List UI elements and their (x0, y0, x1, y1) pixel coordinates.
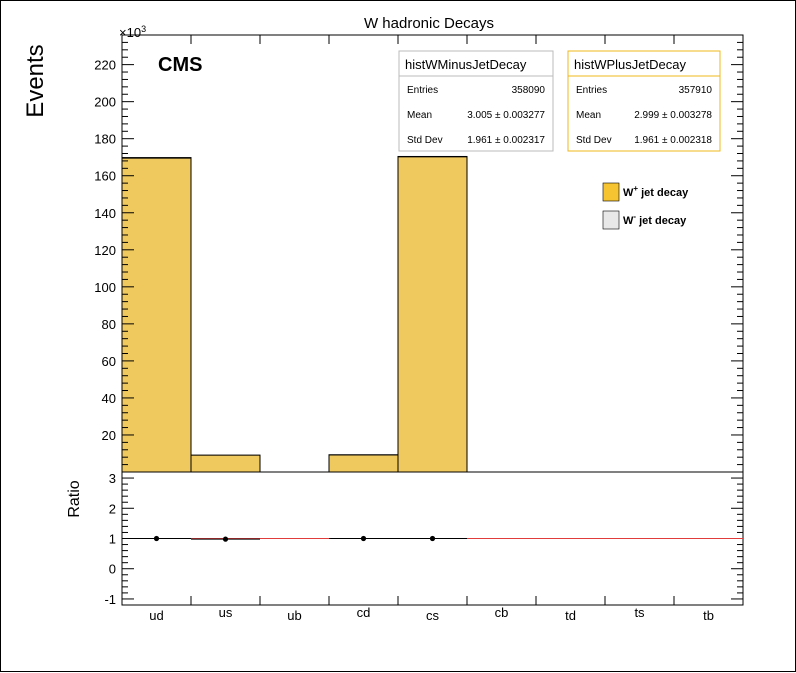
stat-value: 358090 (512, 85, 546, 96)
x-tick-label-cs: cs (426, 608, 440, 623)
stat-label: Std Dev (407, 135, 443, 146)
y-tick-label: 60 (102, 354, 116, 369)
legend-label-0: W+ jet decay (623, 184, 689, 199)
legend: W+ jet decay W- jet decay (602, 182, 689, 230)
x-tick-label-tb: tb (703, 608, 714, 623)
y-tick-label: 200 (94, 95, 116, 110)
bar-wplus-us (190, 454, 261, 473)
stat-box-1 (567, 50, 721, 152)
y-tick-label: 120 (94, 243, 116, 258)
ratio-tick-label: 0 (109, 562, 116, 577)
ratio-pad: -1 0 1 2 3 ud us ub cd cs cb td ts tb (104, 471, 744, 623)
cms-label: CMS (158, 54, 202, 76)
x-tick-label-td: td (565, 608, 576, 623)
stat-label: Entries (576, 85, 607, 96)
legend-label-1: W- jet decay (623, 212, 687, 227)
stat-value: 357910 (679, 85, 713, 96)
upper-pad: 20 40 60 80 100 120 140 160 180 200 220 (94, 34, 744, 473)
bar-wplus-ud (121, 157, 192, 473)
x-tick-label-cd: cd (357, 605, 371, 620)
ratio-point-ud (153, 535, 160, 542)
x-tick-label-ud: ud (149, 608, 163, 623)
legend-swatch-1 (602, 210, 620, 230)
x-tick-label-cb: cb (495, 605, 509, 620)
ratio-tick-label: 2 (109, 501, 116, 516)
stat-box-title: histWPlusJetDecay (574, 57, 686, 72)
y-tick-label: 20 (102, 428, 116, 443)
x-tick-label-us: us (219, 605, 233, 620)
stat-boxes: histWMinusJetDecay Entries 358090 Mean 3.005… (398, 50, 721, 152)
x-tick-label-ts: ts (634, 605, 645, 620)
y-tick-label: 180 (94, 132, 116, 147)
y-tick-label: 100 (94, 280, 116, 295)
ratio-point-cd (360, 535, 367, 542)
bar-wplus-cd (328, 454, 399, 473)
legend-swatch-0 (602, 182, 620, 202)
ratio-axis-label: Ratio (66, 480, 83, 517)
stat-label: Mean (407, 110, 432, 121)
stat-box-title: histWMinusJetDecay (405, 57, 527, 72)
y-tick-label: 160 (94, 169, 116, 184)
y-tick-label: 40 (102, 391, 116, 406)
stat-value: 1.961 ± 0.002318 (634, 135, 712, 146)
y-exponent-label: ×103 (119, 24, 146, 40)
ratio-tick-label: 3 (109, 471, 116, 486)
x-tick-label-ub: ub (287, 608, 301, 623)
y-tick-label: 140 (94, 206, 116, 221)
bar-wplus-cs (397, 156, 468, 473)
y-axis-label: Events (22, 44, 49, 117)
ratio-tick-label: -1 (104, 592, 116, 607)
stat-box-0 (398, 50, 554, 152)
ratio-tick-label: 1 (109, 532, 116, 547)
stat-value: 2.999 ± 0.003278 (634, 110, 712, 121)
y-tick-label: 220 (94, 58, 116, 73)
y-tick-label: 80 (102, 317, 116, 332)
stat-label: Entries (407, 85, 438, 96)
stat-label: Mean (576, 110, 601, 121)
stat-value: 1.961 ± 0.002317 (467, 135, 545, 146)
chart-title: W hadronic Decays (364, 15, 494, 32)
ratio-point-cs (429, 535, 436, 542)
stat-value: 3.005 ± 0.003277 (467, 110, 545, 121)
ratio-point-us (222, 536, 229, 542)
stat-label: Std Dev (576, 135, 612, 146)
